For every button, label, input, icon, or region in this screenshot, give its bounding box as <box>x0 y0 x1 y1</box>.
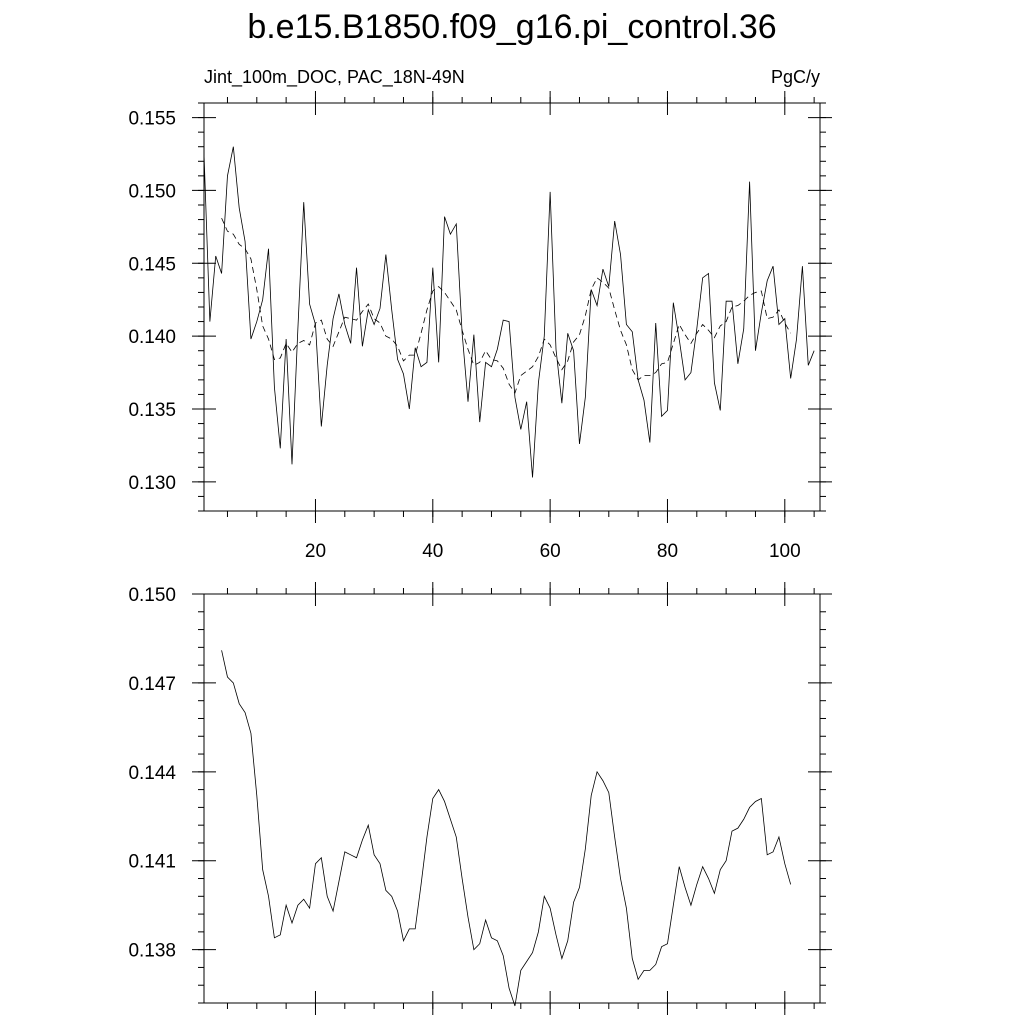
y-tick-label: 0.150 <box>128 181 176 202</box>
y-tick-label: 0.155 <box>128 109 176 130</box>
unit-label: PgC/y <box>771 67 820 87</box>
x-tick-label: 60 <box>540 541 561 562</box>
series-line <box>221 650 792 1007</box>
x-tick-label: 80 <box>657 541 678 562</box>
variable-region-label: Jint_100m_DOC, PAC_18N-49N <box>204 67 465 88</box>
y-tick-label: 0.144 <box>128 763 176 784</box>
y-tick-label: 0.150 <box>128 585 176 606</box>
x-tick-label: 40 <box>422 541 443 562</box>
y-tick-label: 0.147 <box>128 674 176 695</box>
y-tick-label: 0.138 <box>128 941 176 962</box>
x-tick-label: 20 <box>305 541 326 562</box>
x-tick-label: 100 <box>769 541 801 562</box>
plot-frame <box>203 593 821 1004</box>
y-tick-label: 0.135 <box>128 400 176 421</box>
series-line <box>203 146 815 478</box>
y-tick-label: 0.130 <box>128 473 176 494</box>
plot-frame <box>203 102 821 512</box>
running-mean-line <box>221 217 792 394</box>
y-tick-label: 0.141 <box>128 852 176 873</box>
top-panel: 20 40 60 80 100 0.130 0.135 0.140 0.145 0.150 0.15… <box>128 91 832 562</box>
y-tick-label: 0.145 <box>128 254 176 275</box>
bottom-panel: 0.138 0.141 0.144 0.147 0.150 <box>128 582 832 1015</box>
y-tick-label: 0.140 <box>128 327 176 348</box>
chart-title: b.e15.B1850.f09_g16.pi_control.36 <box>247 8 776 46</box>
